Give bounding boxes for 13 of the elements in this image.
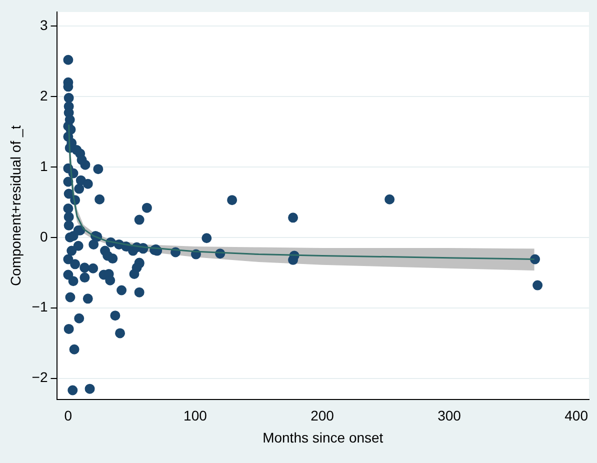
x-tick-label: 0 bbox=[64, 408, 72, 424]
x-tick-label: 200 bbox=[310, 408, 334, 424]
x-tick-label: 300 bbox=[438, 408, 462, 424]
y-axis-title: Component+residual of _t bbox=[7, 125, 24, 286]
x-tick-label: 400 bbox=[564, 408, 588, 424]
y-tick-label: 1 bbox=[40, 158, 48, 174]
y-tick-label: −1 bbox=[32, 298, 48, 315]
x-axis-title: Months since onset bbox=[262, 429, 384, 446]
x-tick-label: 100 bbox=[184, 408, 208, 424]
y-tick-label: 2 bbox=[40, 87, 48, 104]
y-tick-label: 3 bbox=[40, 16, 48, 33]
y-tick-label: 0 bbox=[40, 228, 48, 244]
y-tick-label: −2 bbox=[32, 369, 48, 386]
